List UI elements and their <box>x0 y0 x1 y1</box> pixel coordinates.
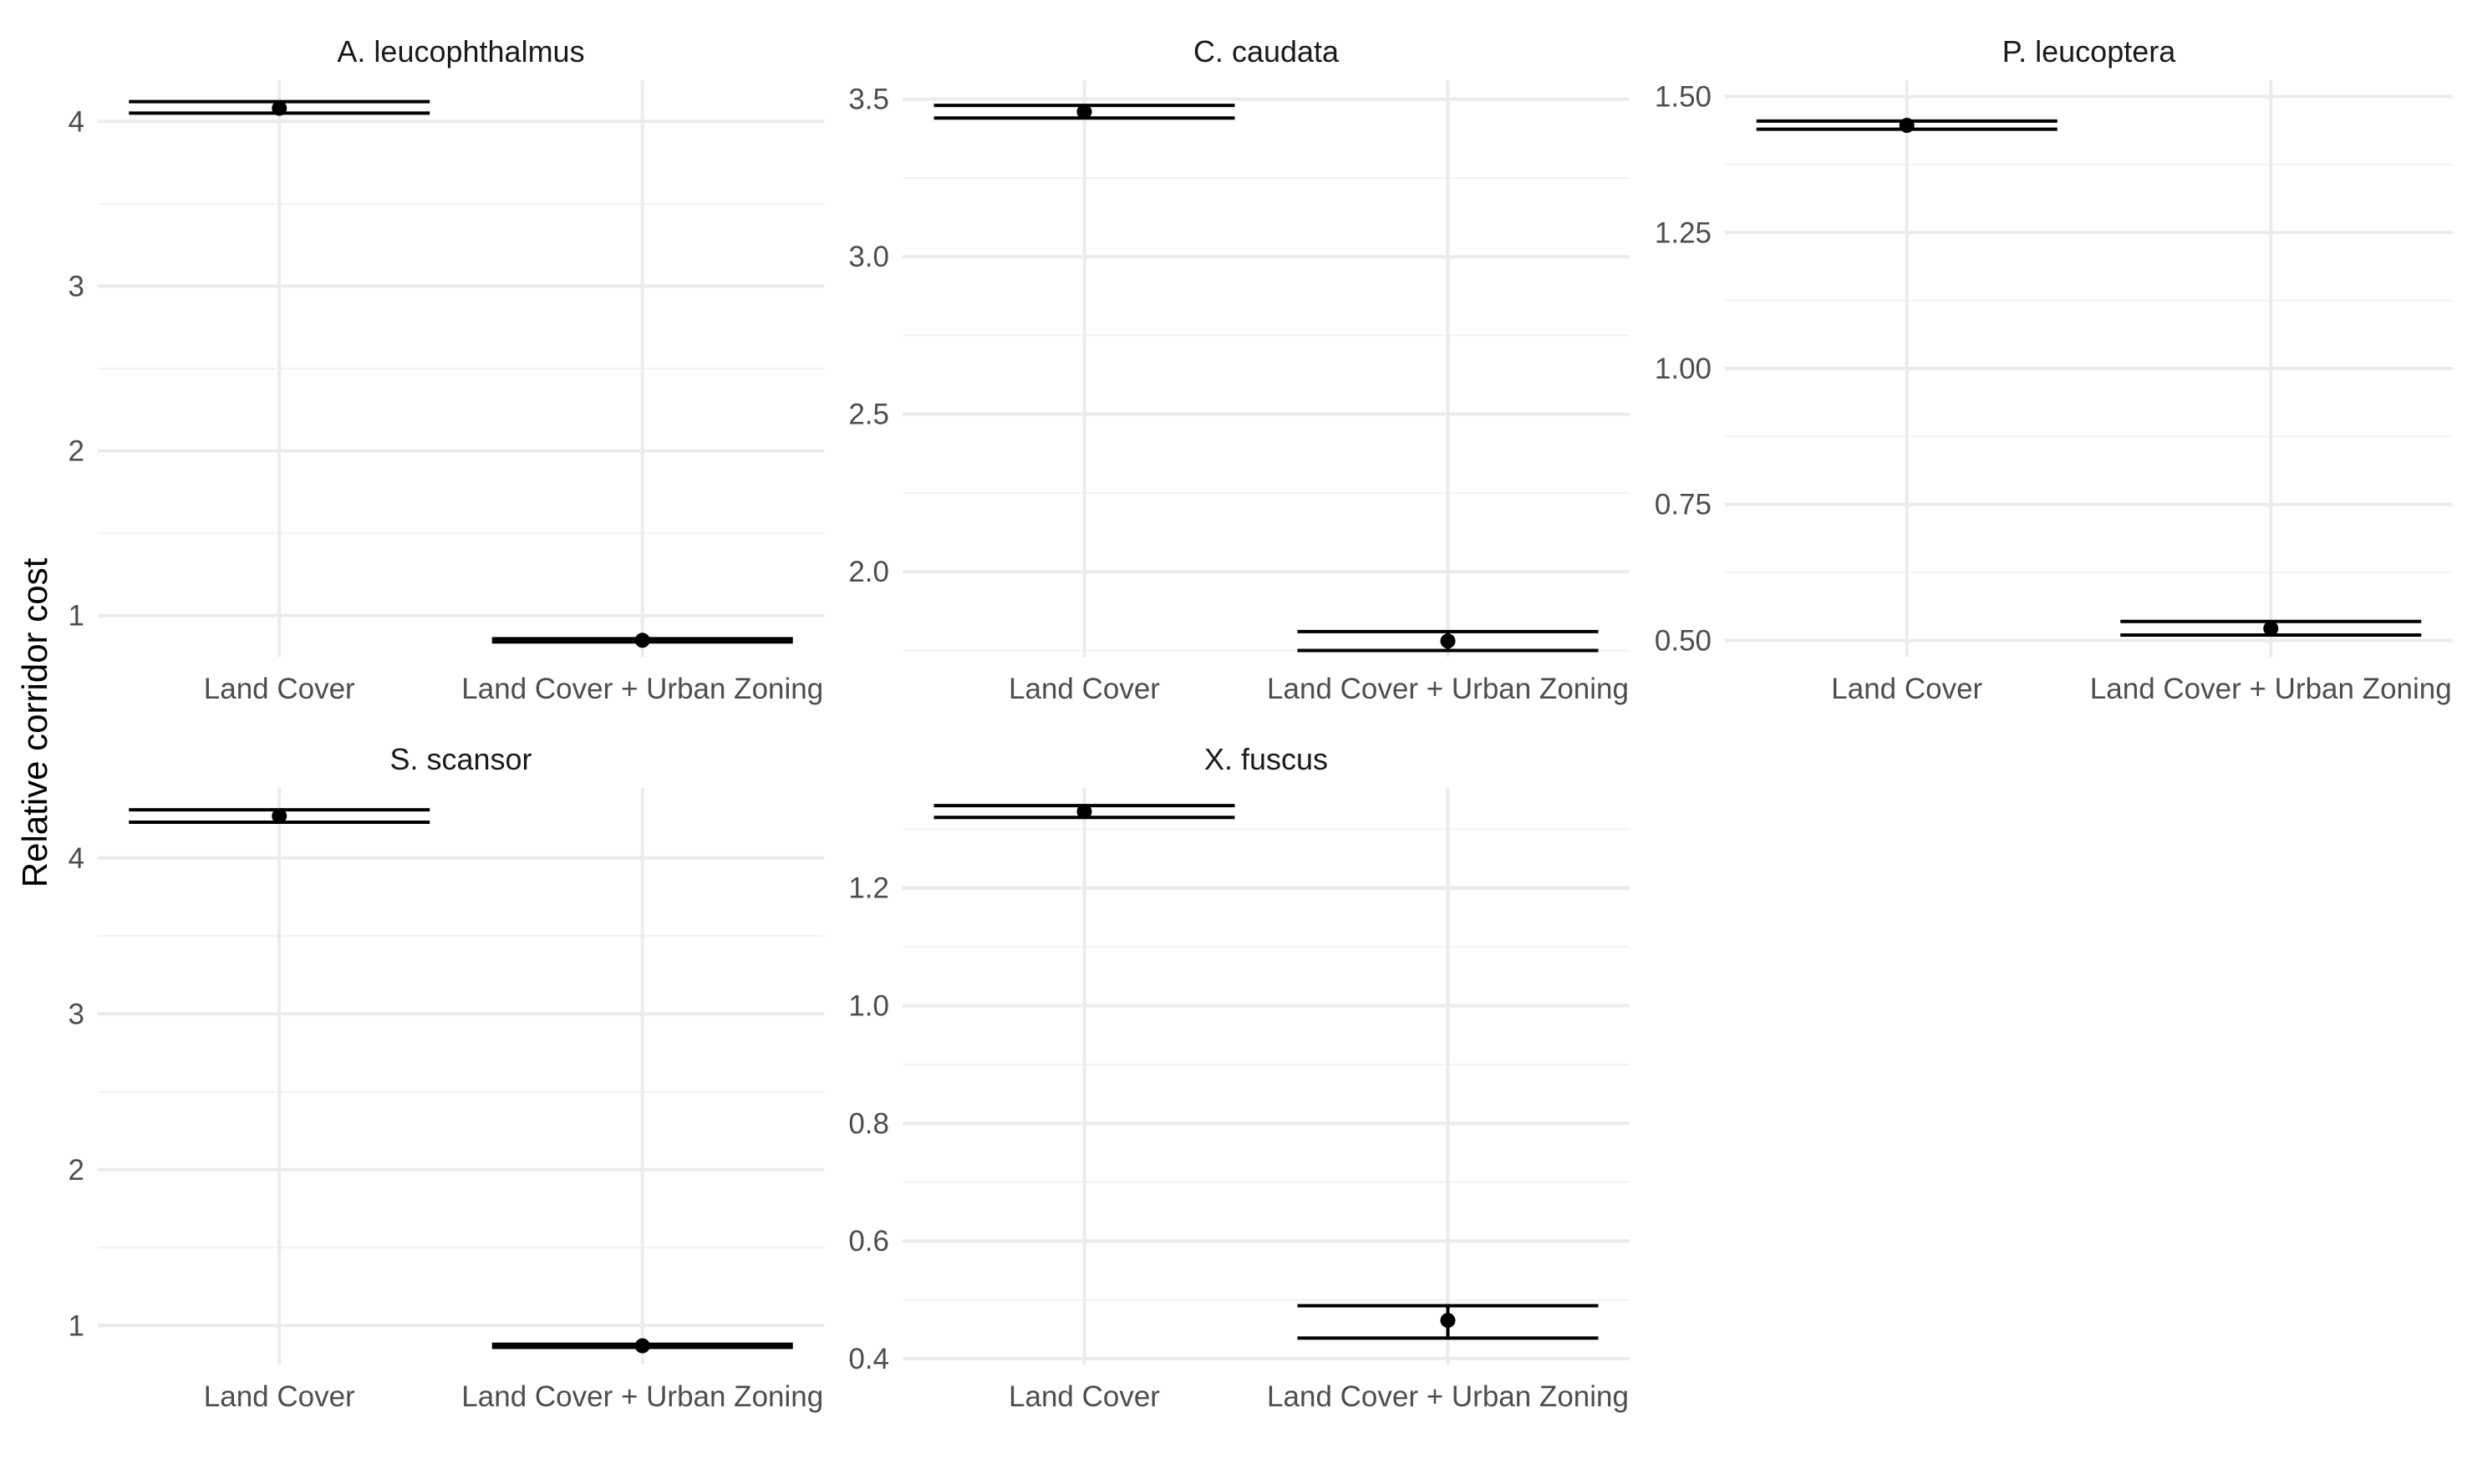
data-point <box>1440 633 1456 649</box>
x-tick-label: Land Cover <box>204 673 355 705</box>
y-tick-label: 1.00 <box>1655 353 1712 385</box>
y-tick-label: 2 <box>69 435 84 468</box>
x-tick-label: Land Cover <box>1009 1380 1160 1413</box>
x-tick-label: Land Cover + Urban Zoning <box>1267 1380 1629 1413</box>
y-tick-label: 2.5 <box>848 399 889 431</box>
panel-title: X. fuscus <box>1204 742 1328 776</box>
data-point <box>634 1338 650 1354</box>
panel: X. fuscus 0.4 0.6 0.8 1.0 1.2 Land Cover Land C… <box>848 742 1630 1413</box>
data-point <box>272 808 287 824</box>
data-point <box>1076 104 1092 119</box>
x-tick-label: Land Cover + Urban Zoning <box>2090 673 2452 705</box>
y-tick-label: 3.0 <box>848 241 889 273</box>
y-tick-label: 1 <box>69 1309 84 1342</box>
y-tick-label: 2.0 <box>848 556 889 588</box>
data-point <box>634 633 650 648</box>
y-axis-title: Relative corridor cost <box>15 557 54 887</box>
x-tick-label: Land Cover <box>1009 673 1160 705</box>
data-point <box>1899 118 1915 134</box>
y-tick-label: 0.50 <box>1655 624 1712 657</box>
panel-title: P. leucoptera <box>2002 34 2176 69</box>
data-point <box>1076 804 1092 820</box>
y-tick-label: 0.4 <box>848 1343 889 1375</box>
panel: S. scansor 1 2 3 4 Land Cover Land Cover + Urb… <box>69 742 824 1413</box>
y-tick-label: 3.5 <box>848 84 889 116</box>
y-tick-label: 1.50 <box>1655 81 1712 114</box>
panel: A. leucophthalmus 1 2 3 4 Land Cover Land Cove… <box>69 34 824 705</box>
panel: C. caudata 2.0 2.5 3.0 3.5 Land Cover Land Cov… <box>848 34 1630 705</box>
x-tick-label: Land Cover + Urban Zoning <box>461 1380 823 1413</box>
y-tick-label: 4 <box>69 105 84 138</box>
panel-title: A. leucophthalmus <box>337 34 584 69</box>
x-tick-label: Land Cover <box>1831 673 1982 705</box>
data-point <box>272 100 287 116</box>
y-tick-label: 1 <box>69 600 84 633</box>
y-tick-label: 1.2 <box>848 872 889 905</box>
y-tick-label: 3 <box>69 270 84 302</box>
y-tick-label: 2 <box>69 1154 84 1187</box>
y-tick-label: 0.75 <box>1655 489 1712 521</box>
x-tick-label: Land Cover + Urban Zoning <box>461 673 823 705</box>
panel-title: C. caudata <box>1193 34 1340 69</box>
y-tick-label: 0.8 <box>848 1107 889 1140</box>
y-tick-label: 0.6 <box>848 1225 889 1258</box>
x-tick-label: Land Cover + Urban Zoning <box>1267 673 1629 705</box>
panel: P. leucoptera 0.50 0.75 1.00 1.25 1.50 Land Co… <box>1655 34 2453 705</box>
y-tick-label: 3 <box>69 998 84 1030</box>
x-tick-label: Land Cover <box>204 1380 355 1413</box>
y-tick-label: 4 <box>69 842 84 875</box>
data-point <box>2263 621 2279 637</box>
data-point <box>1440 1313 1456 1329</box>
panel-title: S. scansor <box>389 742 532 776</box>
y-tick-label: 1.25 <box>1655 216 1712 249</box>
y-tick-label: 1.0 <box>848 990 889 1023</box>
